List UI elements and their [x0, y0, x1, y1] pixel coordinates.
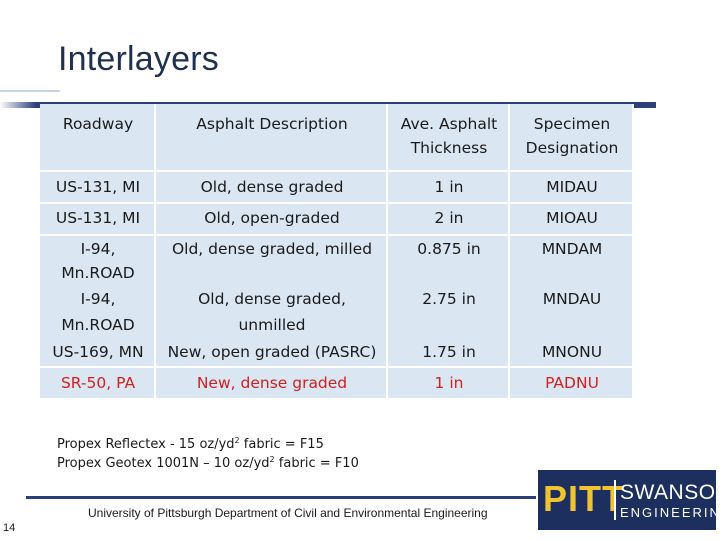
header-thickness-line1: Ave. Asphalt	[400, 115, 498, 133]
table-cell	[388, 236, 510, 368]
table-cell	[40, 368, 156, 400]
row3-roadway-line1: I-94,	[80, 240, 116, 258]
table-cell	[156, 172, 388, 204]
table-header-cell	[156, 104, 388, 172]
table-cell	[40, 204, 156, 236]
table-cell	[510, 204, 634, 236]
row4-designation: MNDAU	[542, 290, 602, 308]
table-cell	[388, 204, 510, 236]
logo-engineering-text: ENGINEERING	[620, 505, 720, 520]
table-cell	[156, 368, 388, 400]
pitt-swanson-logo: PITT SWANSON ENGINEERING	[538, 470, 720, 530]
row3-designation: MNDAM	[541, 240, 603, 258]
row3-description: Old, dense graded, milled	[171, 240, 373, 258]
header-asphalt-description: Asphalt Description	[196, 115, 348, 133]
logo-swanson-text: SWANSON	[620, 481, 720, 504]
row2-thickness: 2 in	[434, 209, 464, 227]
header-thickness-line2: Thickness	[410, 139, 488, 157]
row5-description: New, open graded (PASRC)	[167, 343, 377, 361]
note-text: fabric = F15	[239, 437, 324, 452]
interlayer-table: Roadway Asphalt Description Ave. Asphalt…	[40, 104, 634, 400]
footer-divider	[26, 496, 536, 499]
row5-designation: MNONU	[541, 343, 603, 361]
note-superscript: 2	[234, 436, 240, 445]
logo-separator	[614, 480, 616, 520]
table-header-cell	[388, 104, 510, 172]
logo-pitt-text: PITT	[543, 478, 625, 519]
footer-text: University of Pittsburgh Department of C…	[88, 506, 488, 520]
table-cell	[388, 172, 510, 204]
table-cell	[156, 236, 388, 368]
row6-thickness: 1 in	[434, 374, 464, 392]
row2-description: Old, open-graded	[204, 209, 340, 227]
title-divider-thin-line	[0, 90, 60, 92]
note-text: fabric = F10	[274, 456, 359, 471]
fabric-note-f10: Propex Geotex 1001N – 10 oz/yd2 fabric =…	[57, 454, 359, 473]
table-cell	[156, 204, 388, 236]
table-cell	[510, 368, 634, 400]
table-header-cell	[510, 104, 634, 172]
row2-roadway: US-131, MI	[55, 209, 141, 227]
table-cell	[510, 236, 634, 368]
row1-description: Old, dense graded	[200, 178, 344, 196]
table-cell	[510, 172, 634, 204]
table-header-cell	[40, 104, 156, 172]
slide-title: Interlayers	[58, 40, 219, 78]
row1-roadway: US-131, MI	[55, 178, 141, 196]
row4-thickness: 2.75 in	[422, 290, 476, 308]
table-cell	[388, 368, 510, 400]
title-divider-fade	[0, 102, 36, 108]
header-designation-line1: Specimen	[533, 115, 611, 133]
note-superscript: 2	[269, 455, 275, 464]
page-number: 14	[3, 522, 16, 534]
row4-roadway-line1: I-94,	[80, 290, 116, 308]
row1-thickness: 1 in	[434, 178, 464, 196]
row6-description: New, dense graded	[196, 374, 348, 392]
fabric-notes: Propex Reflectex - 15 oz/yd2 fabric = F1…	[57, 435, 359, 473]
row5-thickness: 1.75 in	[422, 343, 476, 361]
row6-roadway: SR-50, PA	[60, 374, 136, 392]
fabric-note-f15: Propex Reflectex - 15 oz/yd2 fabric = F1…	[57, 435, 359, 454]
row4-roadway-line2: Mn.ROAD	[61, 316, 135, 334]
row4-description-line1: Old, dense graded,	[198, 290, 346, 308]
row6-designation: PADNU	[545, 374, 599, 392]
row5-roadway: US-169, MN	[52, 343, 144, 361]
header-roadway: Roadway	[62, 115, 134, 133]
header-designation-line2: Designation	[525, 139, 619, 157]
row3-roadway-line2: Mn.ROAD	[61, 264, 135, 282]
note-text: Propex Geotex 1001N – 10 oz/yd	[57, 456, 270, 471]
row3-thickness: 0.875 in	[417, 240, 481, 258]
row2-designation: MIOAU	[546, 209, 598, 227]
table-cell	[40, 172, 156, 204]
note-text: Propex Reflectex - 15 oz/yd	[57, 437, 235, 452]
row4-description-line2: unmilled	[238, 316, 306, 334]
row1-designation: MIDAU	[546, 178, 598, 196]
table-cell	[40, 236, 156, 368]
